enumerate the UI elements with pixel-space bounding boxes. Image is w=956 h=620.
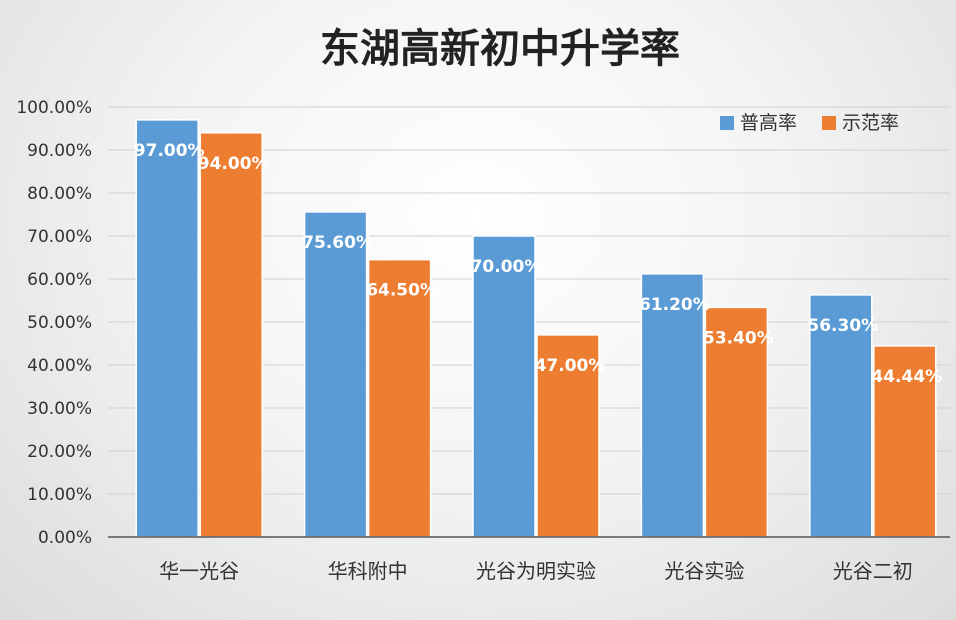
data-label: 53.40% (703, 328, 774, 348)
x-axis: 华一光谷 华科附中 光谷为明实验 光谷实验 光谷二初 (108, 536, 950, 583)
legend-swatch (822, 116, 836, 130)
x-tick-label: 光谷实验 (664, 559, 744, 583)
bar-shifan (199, 132, 263, 538)
data-label: 61.20% (639, 295, 710, 315)
data-label: 47.00% (535, 356, 606, 376)
y-tick-label: 50.00% (27, 313, 92, 333)
data-label: 75.60% (302, 233, 373, 253)
x-tick-label: 光谷二初 (833, 559, 913, 583)
legend-label: 示范率 (842, 112, 899, 134)
bar-pugao (809, 294, 873, 538)
data-label: 97.00% (134, 141, 205, 161)
data-label: 94.00% (198, 154, 269, 174)
legend-swatch (720, 116, 734, 130)
data-label: 64.50% (366, 281, 437, 301)
x-tick-label: 华一光谷 (159, 559, 239, 583)
bar-shifan (704, 306, 769, 538)
chart-title: 东湖高新初中升学率 (320, 25, 680, 72)
x-tick-label: 华科附中 (328, 559, 408, 583)
bar-pugao (640, 273, 705, 538)
bar-pugao (135, 119, 199, 538)
y-tick-label: 40.00% (27, 356, 92, 376)
y-tick-label: 30.00% (27, 399, 92, 419)
y-tick-label: 90.00% (27, 141, 92, 161)
y-tick-label: 10.00% (27, 485, 92, 505)
data-labels: 97.00%94.00% 75.60% 64.50% 70.00% 47.00% 61.2… (134, 141, 942, 387)
bar-shifan (367, 258, 432, 538)
bar-shifan (873, 345, 937, 538)
bar-pugao (303, 211, 368, 538)
legend: 普高率 示范率 (720, 112, 899, 134)
y-tick-label: 70.00% (27, 227, 92, 247)
data-label: 70.00% (471, 257, 542, 277)
bar-shifan (536, 334, 600, 538)
x-tick-label: 光谷为明实验 (476, 559, 596, 583)
y-tick-label: 20.00% (27, 442, 92, 462)
y-tick-label: 100.00% (16, 98, 92, 118)
y-tick-label: 80.00% (27, 184, 92, 204)
legend-label: 普高率 (740, 112, 797, 134)
data-label: 56.30% (807, 316, 878, 336)
y-tick-label: 0.00% (38, 528, 92, 548)
y-tick-label: 60.00% (27, 270, 92, 290)
bar-pugao (472, 235, 536, 538)
data-label: 44.44% (871, 367, 942, 387)
y-axis: 0.00% 10.00% 20.00% 30.00% 40.00% 50.00% 60.00… (16, 98, 92, 548)
